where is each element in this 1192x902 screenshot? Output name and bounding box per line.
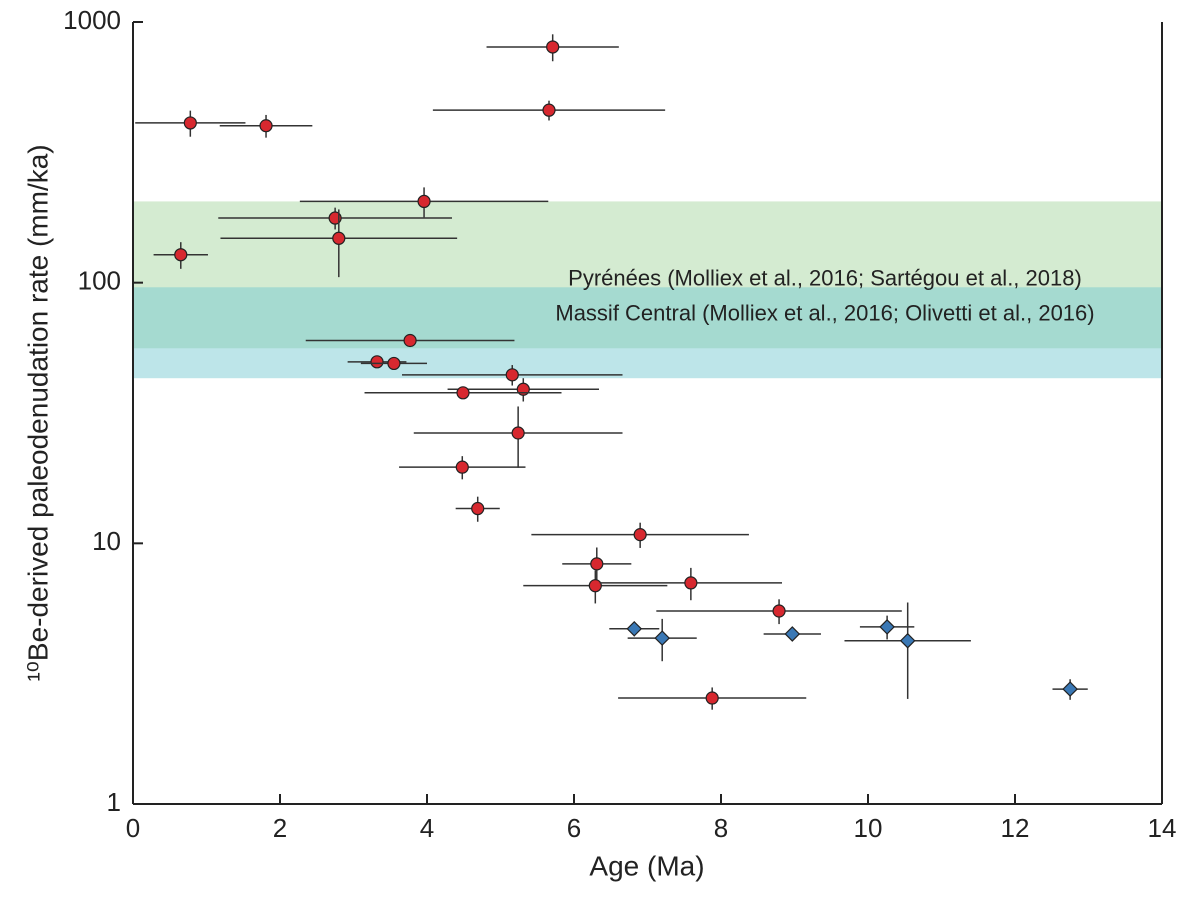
point	[456, 386, 470, 400]
x-tick-label: 0	[126, 813, 140, 843]
point	[455, 460, 469, 474]
point	[471, 501, 485, 516]
point	[654, 630, 671, 646]
x-tick-label: 12	[1001, 813, 1030, 843]
y-tick-label: 1000	[63, 5, 121, 35]
point	[370, 355, 384, 369]
x-tick-label: 4	[420, 813, 434, 843]
point	[505, 368, 519, 382]
y-tick-label: 100	[78, 266, 121, 296]
y-axis-label: ¹⁰Be-derived paleodenudation rate (mm/ka…	[22, 144, 53, 681]
band-label: Massif Central (Molliex et al., 2016; Ol…	[555, 301, 1094, 326]
point	[590, 557, 604, 571]
point	[387, 356, 401, 371]
x-tick-label: 6	[567, 813, 581, 843]
point	[784, 626, 801, 642]
x-tick-label: 14	[1148, 813, 1177, 843]
point	[332, 231, 346, 245]
band	[133, 287, 1162, 379]
y-tick-label: 10	[92, 526, 121, 556]
point	[1062, 681, 1078, 697]
point	[542, 103, 556, 117]
point	[417, 194, 431, 209]
x-axis-label: Age (Ma)	[589, 850, 704, 881]
point	[588, 579, 602, 593]
x-tick-label: 8	[714, 813, 728, 843]
point	[546, 40, 560, 54]
point	[684, 576, 698, 590]
point	[626, 620, 643, 637]
y-tick-label: 1	[107, 787, 121, 817]
point	[879, 619, 895, 635]
point	[174, 248, 188, 262]
point	[772, 604, 786, 618]
point	[633, 528, 647, 542]
point	[403, 333, 417, 348]
band-label: Pyrénées (Molliex et al., 2016; Sartégou…	[568, 266, 1082, 291]
x-tick-label: 2	[273, 813, 287, 843]
point	[511, 426, 525, 440]
x-tick-label: 10	[854, 813, 883, 843]
band	[133, 201, 1162, 349]
point	[183, 116, 197, 130]
point	[899, 632, 916, 649]
point	[259, 119, 273, 133]
point	[705, 691, 719, 705]
